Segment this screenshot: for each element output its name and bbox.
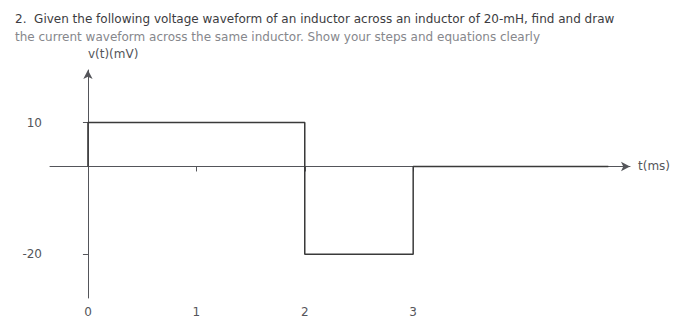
svg-text:the current waveform across th: the current waveform across the same ind… (15, 30, 540, 44)
svg-text:10: 10 (27, 116, 42, 130)
svg-text:1: 1 (193, 305, 201, 319)
svg-text:v(t)(mV): v(t)(mV) (88, 47, 138, 61)
svg-text:3: 3 (409, 305, 417, 319)
svg-text:2. Given the following voltag: 2. Given the following voltage waveform … (15, 12, 615, 26)
svg-text:0: 0 (84, 305, 92, 319)
svg-text:-20: -20 (22, 247, 42, 261)
svg-text:2: 2 (301, 305, 309, 319)
svg-text:t(ms): t(ms) (638, 159, 670, 173)
